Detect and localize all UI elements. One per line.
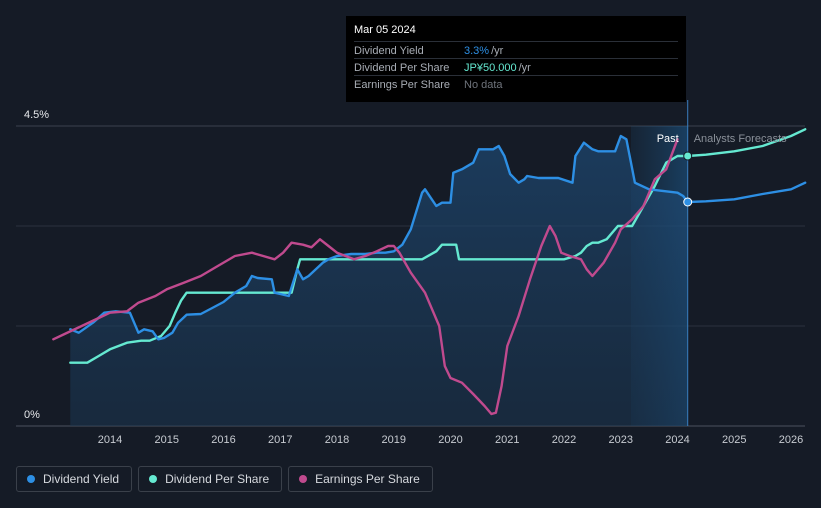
tooltip-value-text: No data [464,79,503,91]
x-axis-tick-label: 2016 [211,434,235,446]
dividend-yield-marker [683,197,693,207]
legend-item-earnings-per-share[interactable]: Earnings Per Share [288,466,433,492]
x-axis-tick-label: 2018 [325,434,349,446]
legend-label: Dividend Per Share [165,472,270,486]
x-axis-tick-label: 2014 [98,434,122,446]
tooltip-unit: /yr [518,62,531,74]
legend-dot-icon [299,475,308,483]
tooltip-row-earnings-per-share: Earnings Per Share No data [354,75,678,93]
x-axis: 2014 2015 2016 2017 2018 2019 2020 2021 2022 2023… [98,434,803,446]
legend-label: Earnings Per Share [315,472,420,486]
x-axis-tick-label: 2017 [268,434,292,446]
past-period-label: Past [657,133,679,145]
tooltip-value: 3.3%/yr [464,45,503,57]
earnings-per-share-line [52,138,679,416]
x-axis-tick-label: 2026 [779,434,803,446]
tooltip-row-dividend-per-share: Dividend Per Share JP¥50.000/yr [354,58,678,76]
tooltip-value-text: 3.3% [464,45,490,57]
hover-tooltip: Mar 05 2024 Dividend Yield 3.3%/yr Divid… [346,16,686,102]
dividend-yield-area [70,136,688,426]
tooltip-label: Earnings Per Share [354,79,450,91]
tooltip-label: Dividend Yield [354,45,424,57]
tooltip-value-text: JP¥50.000 [464,62,517,74]
tooltip-value: No data [464,79,505,91]
x-axis-tick-label: 2022 [552,434,576,446]
tooltip-date: Mar 05 2024 [354,24,416,36]
x-axis-tick-label: 2025 [722,434,746,446]
tooltip-label: Dividend Per Share [354,62,450,74]
legend-dot-icon [149,475,158,483]
tooltip-row-dividend-yield: Dividend Yield 3.3%/yr [354,41,678,59]
x-axis-tick-label: 2024 [665,434,689,446]
chart-legend: Dividend Yield Dividend Per Share Earnin… [16,466,433,494]
legend-dot-icon [27,475,35,483]
x-axis-tick-label: 2019 [382,434,406,446]
dividend-per-share-marker [683,151,693,161]
tooltip-unit: /yr [491,45,504,57]
tooltip-value: JP¥50.000/yr [464,62,531,74]
forecast-period-label: Analysts Forecasts [694,133,787,145]
dividend-per-share-line [69,128,807,364]
x-axis-tick-label: 2020 [438,434,462,446]
legend-item-dividend-yield[interactable]: Dividend Yield [16,466,133,492]
x-axis-tick-label: 2021 [495,434,519,446]
y-axis-label-max: 4.5% [24,109,49,121]
legend-label: Dividend Yield [43,472,120,486]
legend-item-dividend-per-share[interactable]: Dividend Per Share [138,466,283,492]
y-axis-label-min: 0% [24,409,40,421]
dividend-yield-line [69,134,807,341]
x-axis-tick-label: 2023 [609,434,633,446]
x-axis-tick-label: 2015 [155,434,179,446]
